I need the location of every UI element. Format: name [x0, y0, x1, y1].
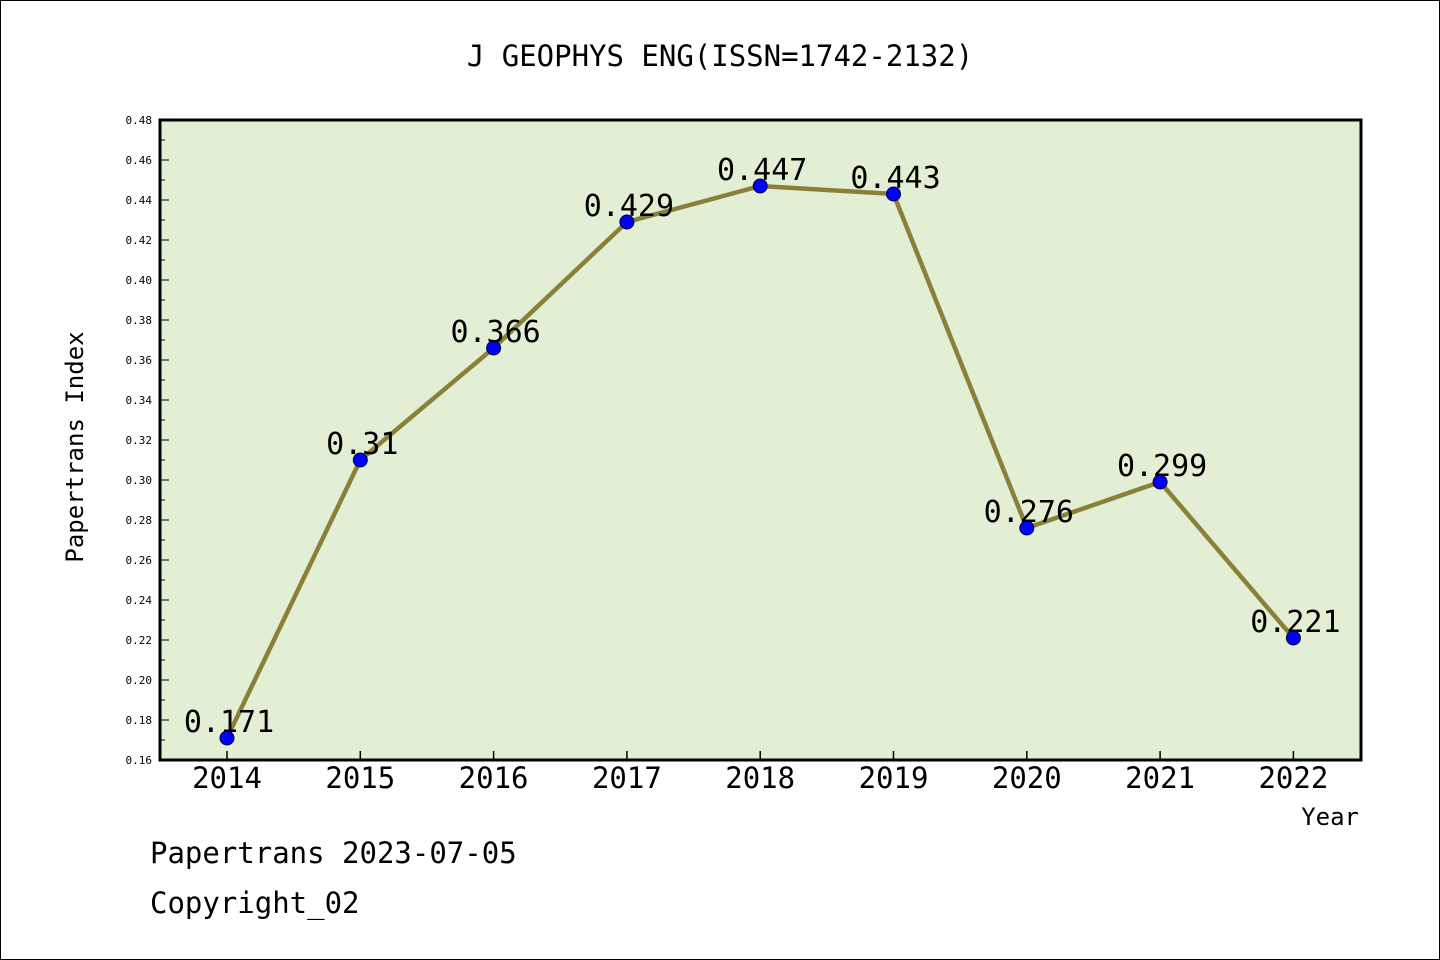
data-point — [352, 452, 368, 468]
x-tick-label: 2021 — [1125, 761, 1195, 795]
x-tick-label: 2022 — [1258, 761, 1328, 795]
y-tick-label: 0.34 — [126, 394, 153, 407]
y-tick-label: 0.32 — [126, 434, 153, 447]
y-tick-label: 0.44 — [126, 194, 153, 207]
data-label: 0.221 — [1250, 605, 1340, 640]
x-tick-label: 2014 — [192, 761, 262, 795]
y-tick-label: 0.16 — [126, 754, 153, 767]
data-label: 0.443 — [850, 161, 940, 196]
y-tick-label: 0.42 — [126, 234, 153, 247]
footer-copyright: Copyright_02 — [150, 886, 360, 920]
data-point — [486, 340, 502, 356]
y-tick-label: 0.30 — [126, 474, 153, 487]
plot-area — [158, 118, 1363, 762]
data-label: 0.366 — [450, 315, 540, 350]
data-point — [752, 178, 768, 194]
data-point — [1152, 474, 1168, 490]
y-tick-label: 0.38 — [126, 314, 153, 327]
data-label: 0.276 — [984, 495, 1074, 530]
y-tick-label: 0.22 — [126, 634, 153, 647]
x-tick-label: 2020 — [992, 761, 1062, 795]
y-tick-label: 0.36 — [126, 354, 153, 367]
x-axis: 2014 2015 2016 2017 2018 2019 2020 2021 2022 — [192, 751, 1328, 795]
x-tick-label: 2018 — [725, 761, 795, 795]
y-tick-label: 0.24 — [126, 594, 153, 607]
x-tick-label: 2015 — [325, 761, 395, 795]
data-point — [886, 186, 901, 202]
data-label: 0.171 — [184, 705, 274, 740]
data-label: 0.447 — [717, 153, 807, 188]
x-axis-label: Year — [1301, 803, 1359, 831]
y-tick-label: 0.40 — [126, 274, 153, 287]
y-tick-label: 0.28 — [126, 514, 153, 527]
data-point — [219, 730, 235, 746]
data-markers — [219, 178, 1301, 746]
y-tick-label: 0.46 — [126, 154, 153, 167]
data-labels: 0.171 0.31 0.366 0.429 0.447 0.443 0.276 0.299 0… — [184, 153, 1341, 740]
footer-date: Papertrans 2023-07-05 — [150, 836, 517, 870]
data-label: 0.31 — [326, 427, 398, 462]
x-tick-label: 2019 — [859, 761, 929, 795]
data-label: 0.429 — [584, 189, 674, 224]
data-point — [1019, 520, 1035, 536]
y-tick-label: 0.18 — [126, 714, 153, 727]
y-tick-label: 0.48 — [126, 114, 153, 127]
y-axis: 0.16 0.18 0.20 0.22 0.24 0.26 0.28 0.30 0.32 0.34… — [126, 114, 169, 767]
chart-title: J GEOPHYS ENG(ISSN=1742-2132) — [467, 39, 973, 73]
x-tick-label: 2017 — [592, 761, 662, 795]
y-tick-label: 0.20 — [126, 674, 153, 687]
y-tick-label: 0.26 — [126, 554, 153, 567]
y-axis-label: Papertrans Index — [61, 331, 89, 562]
data-point — [1285, 630, 1301, 646]
data-point — [619, 214, 635, 230]
data-label: 0.299 — [1117, 449, 1207, 484]
x-tick-label: 2016 — [459, 761, 529, 795]
